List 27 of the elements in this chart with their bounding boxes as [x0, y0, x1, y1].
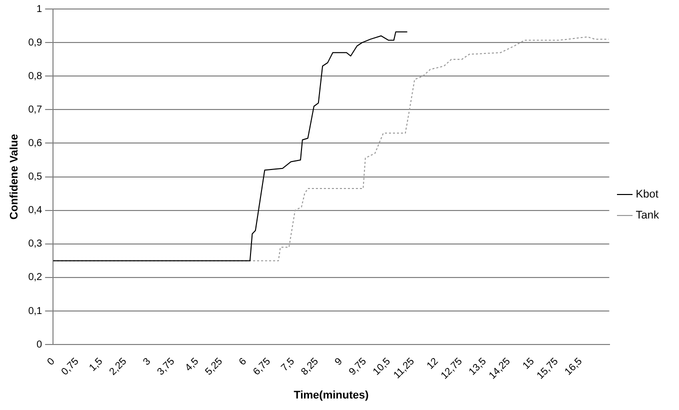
y-tick-label: 0,5	[28, 172, 43, 183]
x-tick-label: 1,5	[88, 356, 106, 374]
x-tick-label: 9,75	[347, 356, 370, 378]
x-tick-label: 6,75	[251, 356, 274, 378]
x-tick-label: 3	[141, 356, 154, 368]
y-tick-label: 0,6	[28, 138, 43, 149]
x-tick-label: 0,75	[60, 356, 82, 378]
y-tick-label: 0,8	[28, 70, 43, 82]
x-tick-label: 15	[520, 356, 537, 372]
x-axis-title: Time(minutes)	[294, 389, 370, 402]
x-tick-label: 4,5	[183, 356, 202, 374]
x-tick-label: 9	[333, 356, 346, 368]
y-tick-label: 0,9	[28, 37, 43, 48]
y-tick-label: 0,4	[28, 205, 43, 216]
x-tick-label: 12	[425, 356, 442, 372]
x-tick-label: 7,5	[279, 356, 298, 374]
y-tick-label: 1	[36, 4, 43, 15]
x-tick-label: 0	[45, 356, 58, 368]
y-tick-label: 0,2	[28, 272, 43, 284]
legend-label: Tank	[636, 210, 660, 222]
y-tick-label: 0,3	[28, 238, 43, 250]
y-axis-title: Confidene Value	[8, 134, 21, 220]
y-tick-label: 0,7	[28, 104, 43, 116]
x-tick-label: 6	[237, 356, 250, 368]
y-tick-label: 0	[36, 339, 43, 350]
legend-label: Kbot	[636, 188, 658, 201]
y-tick-label: 0,1	[28, 306, 43, 317]
